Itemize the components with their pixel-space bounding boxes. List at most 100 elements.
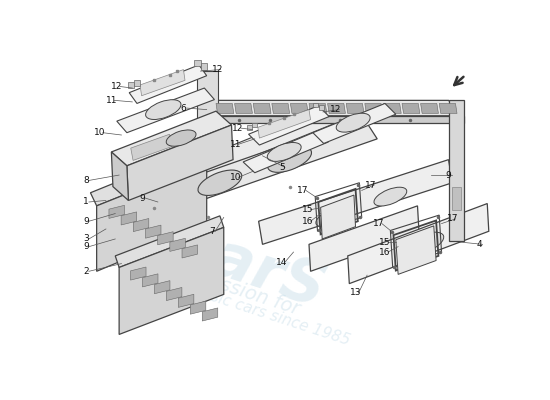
Polygon shape: [313, 103, 317, 107]
Polygon shape: [128, 82, 134, 88]
Text: 9: 9: [140, 194, 145, 203]
Polygon shape: [309, 206, 419, 271]
Text: 7: 7: [209, 227, 215, 236]
Text: a passion for: a passion for: [177, 262, 302, 319]
Polygon shape: [383, 104, 402, 114]
Polygon shape: [452, 186, 461, 210]
Polygon shape: [130, 267, 146, 280]
Ellipse shape: [316, 208, 349, 227]
Ellipse shape: [404, 232, 444, 255]
Polygon shape: [319, 105, 324, 110]
Ellipse shape: [198, 170, 242, 196]
Polygon shape: [321, 195, 355, 239]
Polygon shape: [348, 204, 489, 284]
Text: 17: 17: [373, 219, 384, 228]
Text: 2: 2: [83, 267, 89, 276]
Polygon shape: [197, 100, 464, 116]
Polygon shape: [142, 274, 158, 287]
Text: 12: 12: [331, 105, 342, 114]
Polygon shape: [182, 245, 197, 258]
Polygon shape: [116, 216, 224, 268]
Polygon shape: [117, 88, 214, 133]
Polygon shape: [133, 218, 149, 232]
Polygon shape: [129, 65, 207, 104]
Text: 10: 10: [94, 128, 106, 137]
Text: 12: 12: [111, 82, 123, 91]
Polygon shape: [197, 71, 218, 121]
Polygon shape: [97, 162, 207, 271]
Polygon shape: [191, 108, 338, 176]
Polygon shape: [365, 104, 383, 114]
Polygon shape: [235, 104, 252, 114]
Ellipse shape: [146, 100, 181, 120]
Polygon shape: [178, 294, 194, 307]
Polygon shape: [212, 116, 464, 124]
Polygon shape: [243, 131, 328, 173]
Text: 12: 12: [232, 124, 244, 132]
Polygon shape: [258, 110, 311, 138]
Text: 1: 1: [83, 198, 89, 206]
Polygon shape: [190, 301, 206, 314]
Text: 14: 14: [276, 258, 288, 266]
Polygon shape: [119, 228, 224, 334]
Polygon shape: [439, 104, 457, 114]
Polygon shape: [421, 104, 438, 114]
Polygon shape: [140, 70, 185, 96]
Ellipse shape: [336, 113, 370, 132]
Ellipse shape: [166, 130, 196, 146]
Polygon shape: [167, 288, 182, 300]
Polygon shape: [111, 152, 129, 200]
Text: 16: 16: [379, 248, 390, 256]
Polygon shape: [402, 104, 420, 114]
Polygon shape: [109, 205, 124, 218]
Text: 4: 4: [477, 240, 482, 249]
Text: 8: 8: [83, 176, 89, 185]
Polygon shape: [328, 104, 345, 114]
Polygon shape: [253, 104, 271, 114]
Text: classic cars since 1985: classic cars since 1985: [180, 279, 353, 348]
Polygon shape: [249, 106, 329, 145]
Polygon shape: [309, 104, 327, 114]
Polygon shape: [247, 125, 252, 130]
Polygon shape: [258, 160, 452, 244]
Polygon shape: [131, 134, 172, 160]
Text: eucarS: eucarS: [91, 191, 334, 320]
Polygon shape: [134, 80, 140, 86]
Polygon shape: [313, 104, 396, 144]
Polygon shape: [111, 111, 232, 166]
Text: 13: 13: [350, 288, 361, 297]
Polygon shape: [170, 238, 185, 251]
Ellipse shape: [374, 187, 407, 206]
Text: 16: 16: [302, 217, 313, 226]
Text: 17: 17: [365, 180, 377, 190]
Polygon shape: [158, 232, 173, 245]
Polygon shape: [216, 104, 234, 114]
Polygon shape: [202, 308, 218, 321]
Ellipse shape: [267, 142, 301, 161]
Text: 9: 9: [83, 242, 89, 251]
Text: 15: 15: [379, 238, 390, 246]
Polygon shape: [201, 63, 207, 70]
Text: 9: 9: [83, 217, 89, 226]
Polygon shape: [396, 226, 436, 274]
Polygon shape: [139, 117, 377, 218]
Text: 17: 17: [447, 214, 458, 224]
Text: 11: 11: [230, 140, 241, 149]
Polygon shape: [290, 104, 308, 114]
Polygon shape: [272, 104, 290, 114]
Text: 17: 17: [297, 186, 309, 195]
Text: 9: 9: [446, 170, 452, 180]
Text: 6: 6: [180, 104, 186, 112]
Polygon shape: [194, 60, 201, 66]
Text: 12: 12: [212, 65, 223, 74]
Text: 10: 10: [230, 173, 241, 182]
Text: 3: 3: [83, 234, 89, 244]
Text: 5: 5: [279, 163, 285, 172]
Text: 11: 11: [106, 96, 117, 105]
Polygon shape: [155, 281, 170, 294]
Polygon shape: [127, 125, 233, 200]
Polygon shape: [121, 212, 136, 225]
Polygon shape: [346, 104, 364, 114]
Polygon shape: [90, 148, 207, 206]
Ellipse shape: [268, 147, 311, 172]
